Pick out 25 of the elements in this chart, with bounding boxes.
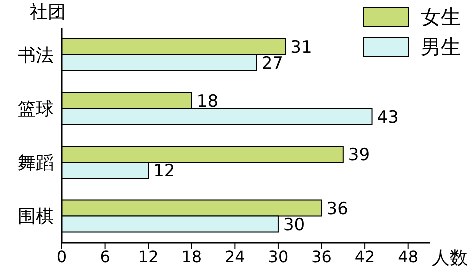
x-tick-label: 6 bbox=[100, 247, 110, 266]
x-tick-label: 36 bbox=[312, 247, 332, 266]
data-label: 12 bbox=[154, 162, 176, 182]
y-axis-title: 社团 bbox=[30, 1, 66, 24]
data-label: 18 bbox=[196, 92, 219, 112]
data-label: 39 bbox=[348, 146, 370, 166]
x-axis-title: 人数 bbox=[432, 247, 468, 270]
data-label: 36 bbox=[326, 199, 348, 220]
x-tick-label: 42 bbox=[354, 247, 376, 266]
x-tick-label: 24 bbox=[224, 247, 246, 266]
y-tick-label: 围棋 bbox=[18, 206, 54, 228]
y-tick-label: 篮球 bbox=[18, 99, 54, 120]
y-tick-label: 舞蹈 bbox=[18, 152, 54, 174]
x-tick-label: 30 bbox=[268, 247, 289, 266]
data-label: 43 bbox=[377, 108, 399, 128]
x-tick-label: 48 bbox=[398, 247, 419, 266]
legend-label: 女生 bbox=[421, 4, 461, 31]
data-label: 30 bbox=[283, 215, 306, 236]
legend-label: 男生 bbox=[421, 34, 461, 61]
data-label: 31 bbox=[290, 38, 312, 58]
x-tick-label: 0 bbox=[56, 247, 68, 266]
data-label: 27 bbox=[262, 54, 284, 74]
x-tick-label: 12 bbox=[138, 247, 159, 266]
y-tick-label: 书法 bbox=[18, 45, 54, 66]
x-tick-label: 18 bbox=[182, 247, 202, 266]
